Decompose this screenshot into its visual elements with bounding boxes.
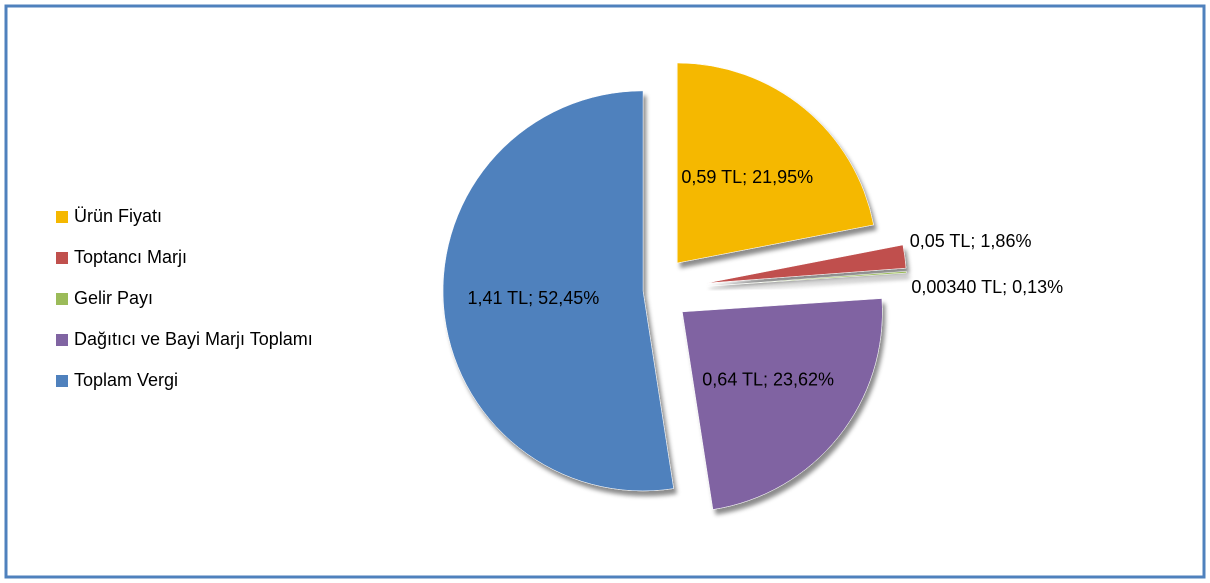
data-label: 0,00340 TL; 0,13% [911,277,1063,297]
legend-label: Toplam Vergi [74,370,178,390]
legend-swatch [56,375,68,387]
legend-label: Ürün Fiyatı [74,206,162,226]
data-label: 0,59 TL; 21,95% [681,167,813,187]
legend-label: Gelir Payı [74,288,153,308]
pie-slice [677,62,874,264]
legend-swatch [56,252,68,264]
data-label: 0,64 TL; 23,62% [702,369,834,389]
data-label: 0,05 TL; 1,86% [910,231,1032,251]
pie-slice [706,271,907,287]
legend-label: Dağıtıcı ve Bayi Marjı Toplamı [74,329,313,349]
pie-slice [442,90,674,492]
legend-label: Toptancı Marjı [74,247,187,267]
pie-slice [682,298,883,510]
legend-swatch [56,334,68,346]
legend-swatch [56,293,68,305]
data-label: 1,41 TL; 52,45% [467,288,599,308]
legend-swatch [56,211,68,223]
pie-slice [706,244,907,284]
